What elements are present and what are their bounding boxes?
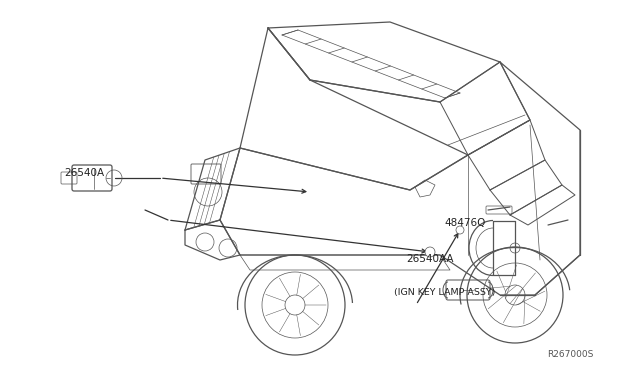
Circle shape (425, 247, 435, 257)
Text: R267000S: R267000S (547, 350, 593, 359)
Text: (IGN KEY LAMP ASSY): (IGN KEY LAMP ASSY) (394, 288, 495, 296)
Circle shape (456, 226, 464, 234)
Text: 26540AA: 26540AA (406, 254, 454, 263)
Text: 48476Q: 48476Q (445, 218, 486, 228)
Text: 26540A: 26540A (64, 168, 104, 178)
